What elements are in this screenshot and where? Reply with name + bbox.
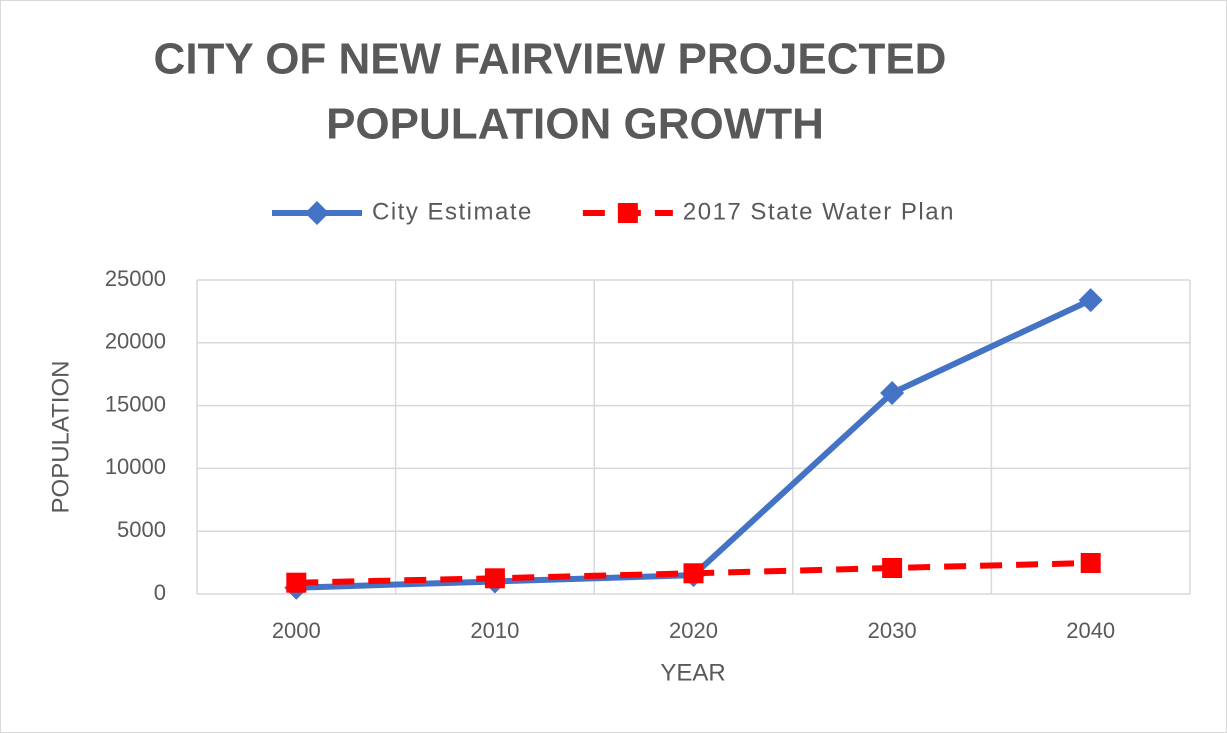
data-point [484, 568, 505, 589]
x-tick-label: 2030 [868, 618, 917, 643]
data-point [286, 572, 307, 593]
y-tick-label: 10000 [105, 454, 166, 479]
y-tick-label: 5000 [117, 517, 166, 542]
x-tick-label: 2000 [272, 618, 321, 643]
y-axis-label: POPULATION [47, 361, 74, 514]
x-tick-label: 2010 [470, 618, 519, 643]
legend-label: City Estimate [372, 198, 533, 225]
x-tick-label: 2040 [1066, 618, 1115, 643]
legend-label: 2017 State Water Plan [683, 198, 955, 225]
data-point [882, 558, 903, 579]
legend-marker [305, 201, 329, 225]
y-tick-label: 0 [154, 580, 166, 605]
data-point [1080, 552, 1101, 573]
y-tick-label: 20000 [105, 329, 166, 354]
x-axis-label: YEAR [660, 659, 725, 686]
data-point [683, 563, 704, 584]
y-tick-label: 15000 [105, 391, 166, 416]
chart-title: CITY OF NEW FAIRVIEW PROJECTED [154, 35, 947, 84]
chart-title: POPULATION GROWTH [326, 100, 824, 149]
data-point [880, 381, 905, 406]
y-tick-label: 25000 [105, 266, 166, 291]
data-point [1078, 288, 1103, 313]
x-tick-label: 2020 [669, 618, 718, 643]
legend-marker [617, 203, 638, 223]
